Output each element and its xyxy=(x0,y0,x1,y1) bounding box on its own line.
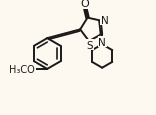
Text: N: N xyxy=(98,37,106,47)
Text: O: O xyxy=(80,0,89,9)
Text: S: S xyxy=(86,40,93,50)
Text: O: O xyxy=(26,64,34,74)
Text: N: N xyxy=(101,16,109,26)
Text: H₃CO: H₃CO xyxy=(10,64,35,74)
